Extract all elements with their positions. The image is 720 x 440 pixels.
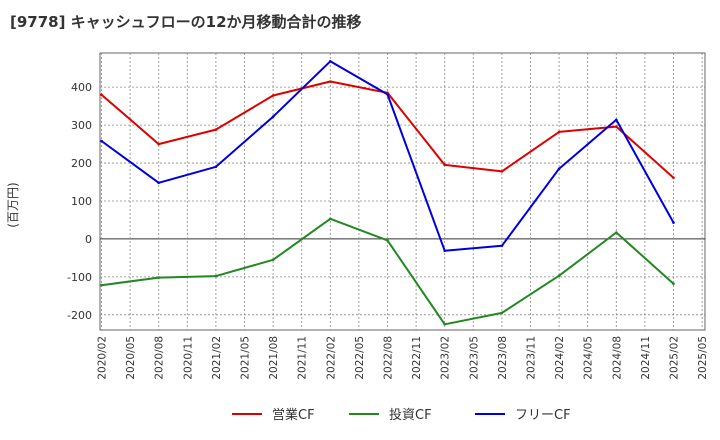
- y-tick-label: 300: [71, 119, 92, 132]
- x-tick-label: 2024/02: [554, 336, 566, 380]
- x-tick-label: 2023/05: [468, 336, 480, 380]
- data-point-free: [557, 167, 561, 170]
- data-point-investing: [271, 258, 275, 262]
- data-point-operating: [157, 142, 160, 146]
- x-tick-label: 2024/11: [640, 336, 652, 380]
- data-point-operating: [443, 163, 447, 167]
- x-tick-label: 2022/02: [325, 336, 337, 380]
- y-tick-label: -100: [67, 271, 92, 284]
- data-point-free: [672, 221, 675, 224]
- data-point-free: [329, 60, 332, 63]
- data-point-investing: [443, 323, 447, 326]
- data-point-investing: [100, 283, 103, 287]
- data-point-operating: [100, 93, 103, 96]
- x-tick-label: 2021/05: [240, 336, 252, 380]
- y-axis-label: (百万円): [6, 182, 20, 227]
- y-axis-ticks: 400 300 200 100 0 -100 -200: [67, 81, 92, 322]
- data-point-investing: [329, 217, 332, 221]
- data-point-operating: [214, 128, 218, 131]
- x-tick-label: 2021/11: [297, 336, 309, 380]
- y-tick-label: 0: [85, 233, 92, 246]
- x-tick-label: 2024/08: [611, 336, 623, 380]
- y-tick-label: 400: [71, 81, 92, 94]
- plot-area: [99, 52, 706, 331]
- x-tick-label: 2020/05: [125, 336, 137, 380]
- data-point-free: [500, 244, 504, 248]
- data-point-investing: [214, 274, 218, 278]
- data-point-investing: [615, 231, 618, 234]
- x-tick-label: 2025/05: [697, 336, 709, 380]
- data-point-free: [157, 181, 160, 185]
- y-tick-label: 200: [71, 157, 92, 170]
- legend-label-free: フリーCF: [515, 408, 571, 423]
- data-point-free: [214, 165, 218, 169]
- y-tick-label: -200: [67, 309, 92, 322]
- data-point-operating: [329, 80, 332, 83]
- x-tick-label: 2022/05: [354, 336, 366, 380]
- x-tick-label: 2022/08: [383, 336, 395, 380]
- data-point-free: [443, 249, 447, 252]
- x-tick-label: 2021/02: [211, 336, 223, 380]
- x-tick-label: 2023/11: [526, 336, 538, 380]
- data-point-operating: [672, 176, 675, 180]
- x-tick-label: 2024/05: [583, 336, 595, 380]
- data-point-operating: [615, 125, 618, 128]
- legend-label-operating: 営業CF: [272, 407, 315, 423]
- x-tick-label: 2020/02: [97, 336, 109, 380]
- data-point-operating: [500, 170, 504, 173]
- data-point-investing: [557, 274, 561, 278]
- legend-label-investing: 投資CF: [389, 407, 432, 423]
- chart-title: [9778] キャッシュフローの12か月移動合計の推移: [10, 13, 362, 31]
- data-point-operating: [557, 130, 561, 134]
- data-point-free: [271, 115, 275, 118]
- x-tick-label: 2023/08: [497, 336, 509, 380]
- data-point-operating: [271, 94, 275, 97]
- data-point-investing: [500, 311, 504, 315]
- x-tick-label: 2023/02: [440, 336, 452, 380]
- data-point-free: [100, 139, 103, 143]
- data-point-investing: [157, 276, 160, 279]
- y-tick-label: 100: [71, 195, 92, 208]
- series-layer: [100, 60, 675, 326]
- data-point-investing: [386, 239, 389, 242]
- x-tick-label: 2025/02: [669, 336, 681, 380]
- x-tick-label: 2022/11: [411, 336, 423, 380]
- x-tick-label: 2020/11: [182, 336, 194, 380]
- data-point-investing: [672, 282, 675, 286]
- data-point-free: [386, 93, 389, 96]
- x-axis-ticks: 2020/02 2020/05 2020/08 2020/11 2021/02 2021/…: [97, 336, 710, 380]
- data-point-free: [615, 118, 618, 122]
- x-tick-label: 2020/08: [154, 336, 166, 380]
- legend: 営業CF 投資CF フリーCF: [232, 407, 571, 423]
- x-tick-label: 2021/08: [268, 336, 280, 380]
